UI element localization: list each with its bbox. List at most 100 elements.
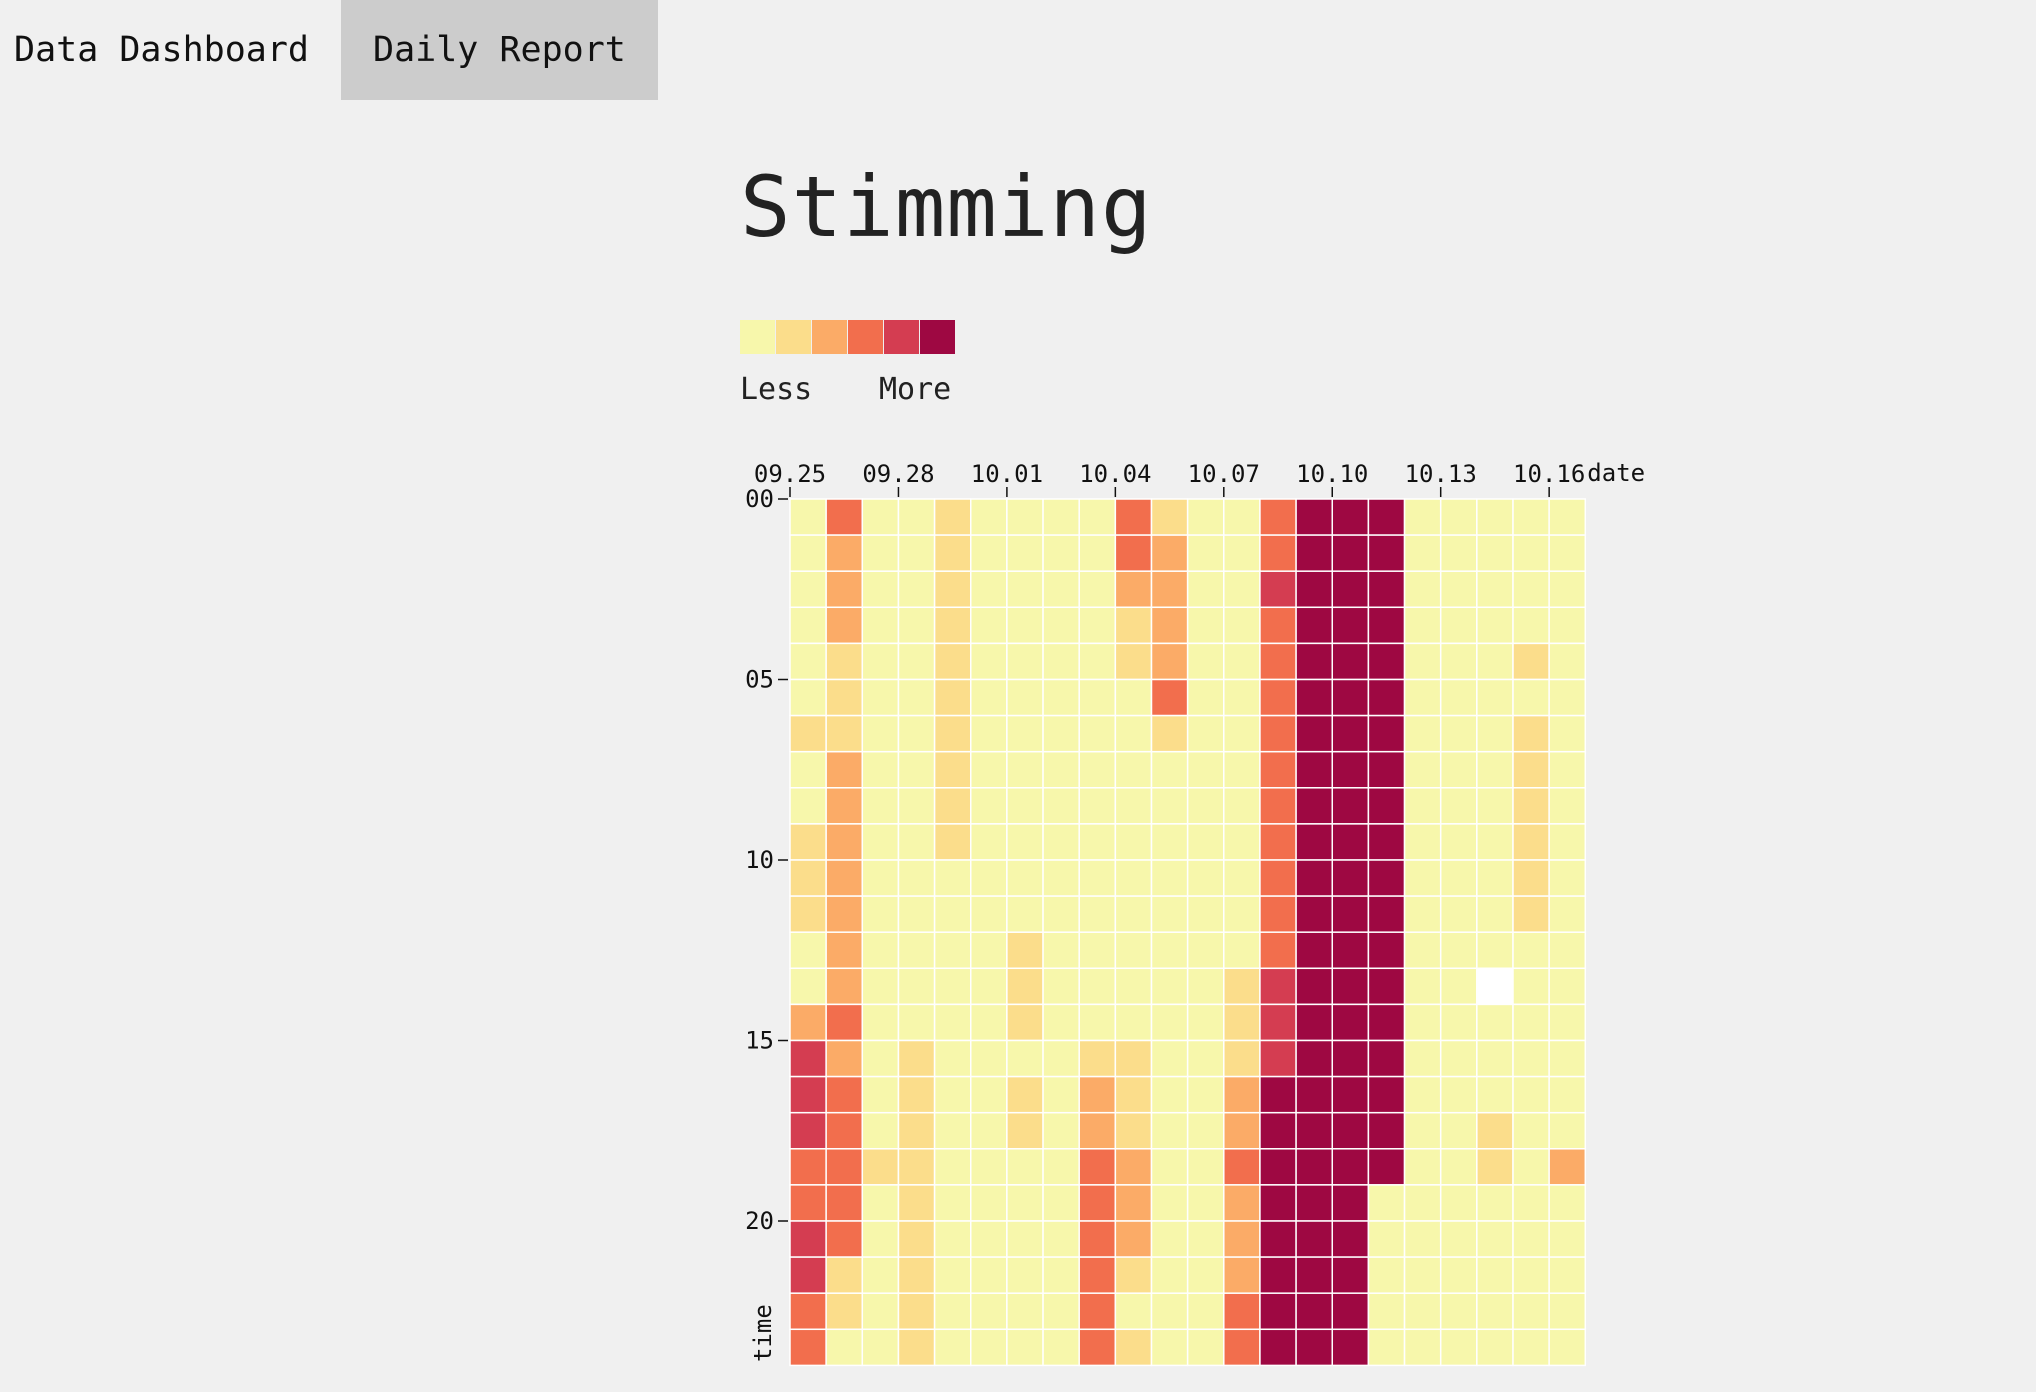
heatmap-cell	[933, 1148, 972, 1186]
heatmap-cell	[1042, 1003, 1080, 1042]
heatmap-cell	[825, 1184, 864, 1222]
heatmap-cell	[1512, 1184, 1550, 1222]
heatmap-cell	[1439, 750, 1478, 789]
legend-more-label: More	[879, 372, 952, 407]
heatmap-cell	[1476, 534, 1514, 572]
heatmap-cell	[1548, 534, 1587, 572]
heatmap-cell	[1512, 859, 1550, 897]
heatmap-cell	[1403, 1039, 1442, 1078]
heatmap-cell	[825, 1220, 864, 1258]
heatmap-cell	[1114, 823, 1153, 861]
y-tick-label: 20	[745, 1207, 774, 1235]
heatmap-cell	[1512, 1256, 1550, 1294]
heatmap-cell	[1259, 1111, 1297, 1150]
heatmap-cell	[1403, 1003, 1442, 1042]
heatmap-cell	[1078, 1075, 1117, 1114]
heatmap-cell	[1114, 498, 1153, 536]
heatmap-cell	[1114, 642, 1153, 681]
heatmap-cell	[825, 787, 864, 825]
heatmap-cell	[789, 823, 827, 861]
heatmap-cell	[1548, 1328, 1587, 1367]
heatmap-cell	[1295, 1292, 1333, 1331]
y-tick-label: 15	[745, 1027, 774, 1055]
heatmap-cell	[1439, 1039, 1478, 1078]
heatmap-cell	[1078, 678, 1117, 717]
heatmap-cell	[1548, 606, 1587, 645]
heatmap-cell	[1548, 642, 1587, 681]
heatmap-cell	[861, 1184, 900, 1222]
heatmap-cell	[825, 1039, 864, 1078]
tab-daily-report[interactable]: Daily Report	[341, 0, 658, 100]
heatmap-cell	[1078, 787, 1117, 825]
y-tick-label: 05	[745, 666, 774, 694]
heatmap-cell	[970, 1039, 1008, 1078]
heatmap-cell	[1078, 1292, 1117, 1331]
heatmap-cell	[1150, 823, 1189, 861]
heatmap-cell	[1186, 787, 1225, 825]
heatmap-cell	[825, 895, 864, 933]
heatmap-cell	[1295, 895, 1333, 933]
heatmap-cell	[897, 967, 936, 1006]
heatmap-cell	[1548, 1075, 1587, 1114]
heatmap-cell	[1223, 570, 1261, 609]
heatmap-cell	[1078, 1256, 1117, 1294]
heatmap-cell	[970, 1075, 1008, 1114]
heatmap-cell	[1295, 1256, 1333, 1294]
heatmap-cell	[789, 1003, 827, 1042]
heatmap-cell	[861, 859, 900, 897]
heatmap-cell	[970, 714, 1008, 753]
heatmap-cell	[1439, 967, 1478, 1006]
heatmap-cell	[1512, 787, 1550, 825]
heatmap-cell	[825, 1111, 864, 1150]
heatmap-cell	[1403, 570, 1442, 609]
heatmap-cell	[825, 1292, 864, 1331]
heatmap-cell	[1078, 606, 1117, 645]
heatmap-cell	[1259, 498, 1297, 536]
heatmap-cell	[861, 1148, 900, 1186]
heatmap-cell	[1548, 1039, 1587, 1078]
heatmap-cell	[1259, 678, 1297, 717]
heatmap-cell	[1186, 823, 1225, 861]
heatmap-cell	[970, 498, 1008, 536]
heatmap-cell	[1512, 750, 1550, 789]
heatmap-cell	[861, 498, 900, 536]
heatmap-cell	[1331, 1148, 1370, 1186]
heatmap-cell	[1042, 1220, 1080, 1258]
heatmap-cell	[1186, 931, 1225, 970]
heatmap-cell	[1186, 498, 1225, 536]
heatmap-cell	[1331, 1256, 1370, 1294]
heatmap-cell	[1403, 1075, 1442, 1114]
legend-swatch	[776, 320, 811, 354]
heatmap-cell	[861, 750, 900, 789]
heatmap-cell	[861, 1039, 900, 1078]
heatmap-cell	[1259, 823, 1297, 861]
heatmap-cell	[825, 931, 864, 970]
heatmap-cell	[1186, 570, 1225, 609]
heatmap-cell	[1223, 750, 1261, 789]
heatmap-cell	[970, 1184, 1008, 1222]
heatmap-cell	[1114, 1220, 1153, 1258]
heatmap-cell	[1186, 1039, 1225, 1078]
heatmap-cell	[1439, 895, 1478, 933]
heatmap-cell	[970, 642, 1008, 681]
heatmap-cell	[1331, 1328, 1370, 1367]
heatmap-cell	[1223, 823, 1261, 861]
heatmap-cell	[1512, 967, 1550, 1006]
heatmap-cell	[1548, 714, 1587, 753]
heatmap-cell	[933, 1003, 972, 1042]
heatmap-cell	[970, 678, 1008, 717]
heatmap-cell	[1548, 823, 1587, 861]
heatmap-cell	[1114, 714, 1153, 753]
heatmap-cell	[1439, 931, 1478, 970]
heatmap-cell	[825, 642, 864, 681]
heatmap-cell	[933, 714, 972, 753]
heatmap-cell	[1259, 606, 1297, 645]
tab-data-dashboard[interactable]: Data Dashboard	[14, 30, 310, 70]
heatmap-cell	[1403, 714, 1442, 753]
heatmap-cell	[1259, 750, 1297, 789]
heatmap-cell	[1331, 1003, 1370, 1042]
heatmap-cell	[1367, 1220, 1406, 1258]
heatmap-cell	[1259, 534, 1297, 572]
heatmap-cell	[1186, 1075, 1225, 1114]
heatmap-cell	[897, 534, 936, 572]
